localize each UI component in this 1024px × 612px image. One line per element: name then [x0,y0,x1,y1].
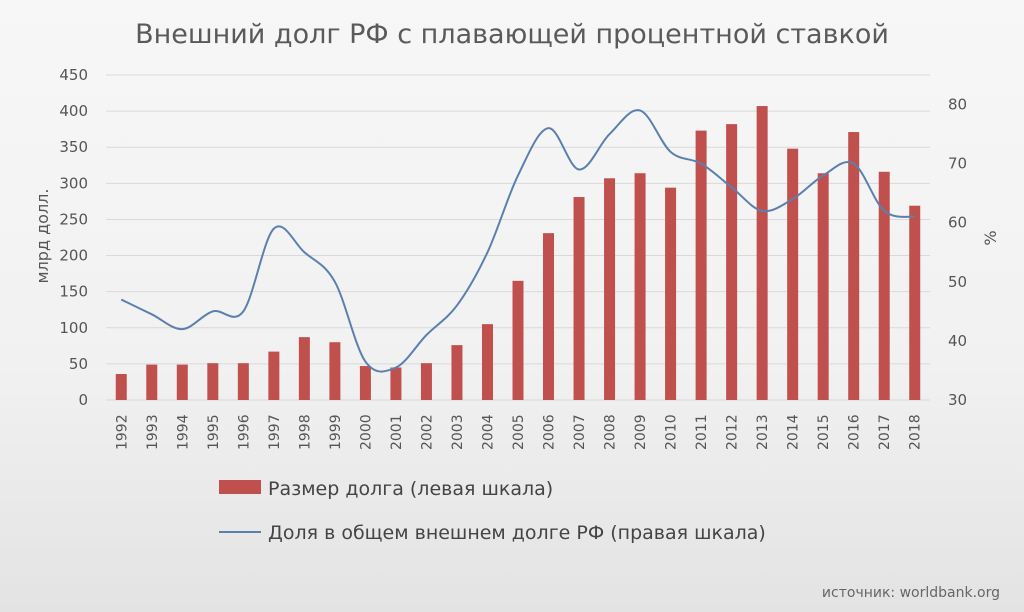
x-tick-label: 2002 [419,414,435,450]
right-tick-label: 40 [948,332,967,350]
share-line [120,109,915,373]
bar [756,106,768,401]
left-tick-label: 0 [78,391,88,409]
x-tick-label: 2016 [847,414,863,450]
x-tick-label: 1997 [267,414,283,450]
right-axis-label: % [981,230,1000,245]
bar [481,324,493,400]
x-tick-label: 2006 [542,414,558,450]
left-tick-label: 250 [59,210,88,228]
bar [726,124,738,400]
bar [604,178,616,400]
x-tick-label: 2003 [450,414,466,450]
line-series [120,109,915,373]
x-tick-label: 2001 [389,414,405,450]
bar [115,374,127,400]
right-tick-label: 80 [948,96,967,114]
x-tick-label: 2011 [694,414,710,450]
bar [268,351,280,400]
right-tick-label: 70 [948,155,967,173]
bar [634,173,646,400]
x-tick-label: 1992 [114,414,130,450]
x-tick-label: 2009 [633,414,649,450]
right-tick-label: 60 [948,214,967,232]
x-tick-label: 2014 [786,414,802,450]
right-axis-ticks: 30 40 50 60 70 80 [948,96,967,409]
left-axis-ticks: 0 50 100 150 200 250 300 350 400 450 [59,66,88,409]
bar-series [115,106,921,401]
left-tick-label: 150 [59,283,88,301]
legend-bar-label: Размер долга (левая шкала) [268,478,553,500]
bar [543,233,555,400]
bar [573,197,585,400]
left-tick-label: 450 [59,66,88,84]
x-tick-label: 1993 [145,414,161,450]
left-tick-label: 100 [59,319,88,337]
bar [390,367,402,400]
left-tick-label: 300 [59,174,88,192]
bar [176,364,188,400]
left-tick-label: 350 [59,138,88,156]
x-tick-label: 1995 [206,414,222,450]
bar [665,187,677,400]
left-tick-label: 50 [69,355,88,373]
x-tick-label: 2007 [572,414,588,450]
x-tick-label: 1998 [297,414,313,450]
bar [451,345,463,400]
bar [848,132,860,401]
bar [298,337,310,400]
x-tick-label: 1999 [328,414,344,450]
bar [420,363,432,400]
bar [359,366,371,400]
bar [817,173,829,400]
left-axis-label: млрд долл. [33,189,52,284]
chart-title: Внешний долг РФ с плавающей процентной с… [135,19,889,50]
x-tick-label: 1996 [236,414,252,450]
x-tick-label: 2004 [480,414,496,450]
bar [787,148,799,400]
x-tick-label: 2013 [755,414,771,450]
x-tick-label: 2008 [603,414,619,450]
left-tick-label: 400 [59,102,88,120]
bar [695,130,707,400]
bar [237,363,249,400]
x-tick-label: 1994 [175,414,191,450]
x-tick-label: 2015 [816,414,832,450]
x-tick-label: 2018 [908,414,924,450]
bar [909,205,921,400]
bar [207,363,219,400]
x-tick-label: 2017 [877,414,893,450]
right-tick-label: 50 [948,273,967,291]
x-axis-ticks: 1992 1993 1994 1995 1996 1997 1998 1999 2000 2001… [114,414,923,450]
legend-line-label: Доля в общем внешнем долге РФ (правая шк… [268,522,766,544]
x-tick-label: 2000 [358,414,374,450]
bar [878,171,890,400]
left-tick-label: 200 [59,247,88,265]
x-tick-label: 2005 [511,414,527,450]
bar [512,280,524,400]
source-note: источник: worldbank.org [822,585,1000,601]
x-tick-label: 2012 [725,414,741,450]
x-tick-label: 2010 [664,414,680,450]
right-tick-label: 30 [948,391,967,409]
bar [329,342,341,400]
legend: Размер долга (левая шкала) Доля в общем … [219,478,766,544]
bar [146,364,158,400]
legend-bar-swatch [219,480,261,494]
